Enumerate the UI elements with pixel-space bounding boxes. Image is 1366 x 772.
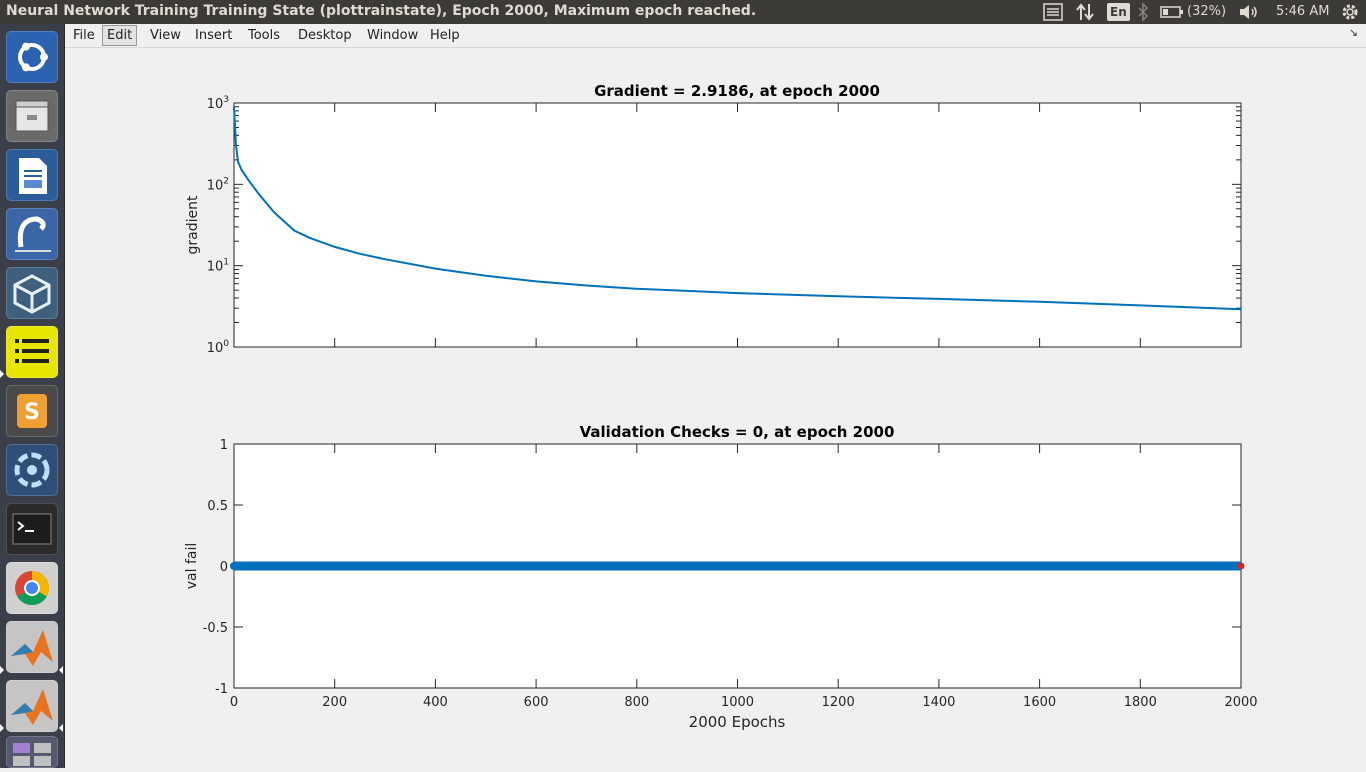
focused-indicator bbox=[59, 724, 63, 732]
validation-xtick-label: 800 bbox=[624, 695, 649, 710]
terminal-icon[interactable] bbox=[6, 503, 58, 555]
launcher: S bbox=[0, 24, 65, 768]
validation-xlabel: 2000 Epochs bbox=[689, 713, 786, 731]
validation-xtick-label: 0 bbox=[230, 695, 238, 710]
gradient-ytick-label: 102 bbox=[207, 176, 229, 193]
files-icon[interactable] bbox=[6, 90, 58, 142]
menu-help[interactable]: Help bbox=[430, 28, 460, 43]
validation-ytick-label: 0 bbox=[220, 560, 228, 575]
battery-icon[interactable] bbox=[1160, 0, 1184, 24]
validation-start-marker bbox=[230, 562, 238, 570]
validation-ytick-label: 1 bbox=[220, 438, 228, 453]
writer-icon[interactable] bbox=[6, 149, 58, 201]
validation-xtick-label: 1200 bbox=[822, 695, 855, 710]
matlab-icon[interactable] bbox=[6, 621, 58, 673]
dock-arrow-icon[interactable]: ↘ bbox=[1348, 26, 1358, 39]
notes-icon[interactable] bbox=[6, 326, 58, 378]
keyboard-layout-indicator[interactable]: En bbox=[1107, 3, 1130, 21]
validation-title: Validation Checks = 0, at epoch 2000 bbox=[580, 423, 895, 441]
validation-xtick-label: 1800 bbox=[1124, 695, 1157, 710]
validation-xtick-label: 600 bbox=[524, 695, 549, 710]
gradient-ytick-label: 103 bbox=[207, 95, 229, 112]
menu-view[interactable]: View bbox=[150, 28, 181, 43]
battery-percent: (32%) bbox=[1187, 4, 1227, 19]
bluetooth-icon[interactable] bbox=[1137, 0, 1149, 24]
speaker-icon[interactable] bbox=[1238, 0, 1260, 24]
clock[interactable]: 5:46 AM bbox=[1276, 4, 1330, 19]
matlab-icon[interactable] bbox=[6, 680, 58, 732]
sublime-icon[interactable]: S bbox=[6, 385, 58, 437]
menu-insert[interactable]: Insert bbox=[195, 28, 233, 43]
validation-xtick-label: 1000 bbox=[721, 695, 754, 710]
shutter-icon[interactable] bbox=[6, 444, 58, 496]
validation-xtick-label: 1600 bbox=[1023, 695, 1056, 710]
gradient-title: Gradient = 2.9186, at epoch 2000 bbox=[594, 82, 880, 100]
menu-tools[interactable]: Tools bbox=[248, 28, 281, 43]
list-icon[interactable] bbox=[1043, 0, 1063, 24]
validation-axes: Validation Checks = 0, at epoch 2000 val… bbox=[184, 423, 1258, 731]
top-panel: Neural Network Training Training State (… bbox=[0, 0, 1366, 24]
virtualbox-icon[interactable] bbox=[6, 267, 58, 319]
menu-window[interactable]: Window bbox=[367, 28, 419, 43]
chrome-icon[interactable] bbox=[6, 562, 58, 614]
running-indicator bbox=[0, 370, 4, 378]
gradient-plot-box bbox=[233, 102, 1242, 348]
validation-ytick-label: -0.5 bbox=[203, 621, 228, 636]
figure-area: Gradient = 2.9186, at epoch 2000 gradien… bbox=[65, 48, 1366, 768]
validation-ytick-label: -1 bbox=[215, 682, 228, 697]
validation-ytick-label: 0.5 bbox=[207, 499, 228, 514]
validation-xtick-label: 400 bbox=[423, 695, 448, 710]
gradient-ytick-label: 100 bbox=[207, 339, 230, 356]
gradient-ylabel: gradient bbox=[185, 195, 201, 254]
menu-desktop[interactable]: Desktop bbox=[298, 28, 352, 43]
focused-indicator bbox=[59, 666, 63, 674]
figure-canvas: Gradient = 2.9186, at epoch 2000 gradien… bbox=[184, 82, 1258, 731]
menu-edit[interactable]: Edit bbox=[102, 25, 138, 46]
running-indicator bbox=[0, 724, 4, 732]
ubuntu-dash-icon[interactable] bbox=[6, 31, 58, 83]
validation-xtick-label: 200 bbox=[322, 695, 347, 710]
gear-icon[interactable] bbox=[1340, 0, 1360, 24]
gradient-ytick-label: 101 bbox=[207, 258, 229, 275]
menu-bar: File Edit View Insert Tools Desktop Wind… bbox=[65, 24, 1366, 48]
validation-ylabel: val fail bbox=[184, 543, 200, 590]
window-title: Neural Network Training Training State (… bbox=[6, 3, 757, 19]
validation-end-marker bbox=[1237, 562, 1245, 570]
network-updown-icon[interactable] bbox=[1075, 0, 1095, 24]
gradient-series-line bbox=[233, 106, 1242, 311]
svg-text:S: S bbox=[24, 400, 40, 425]
workspace-switcher-icon[interactable] bbox=[6, 736, 58, 768]
qtiplot-icon[interactable] bbox=[6, 208, 58, 260]
running-indicator bbox=[0, 666, 4, 674]
gradient-axes: Gradient = 2.9186, at epoch 2000 gradien… bbox=[185, 82, 1242, 356]
validation-xtick-label: 1400 bbox=[922, 695, 955, 710]
menu-file[interactable]: File bbox=[73, 28, 95, 43]
validation-xtick-label: 2000 bbox=[1224, 695, 1257, 710]
